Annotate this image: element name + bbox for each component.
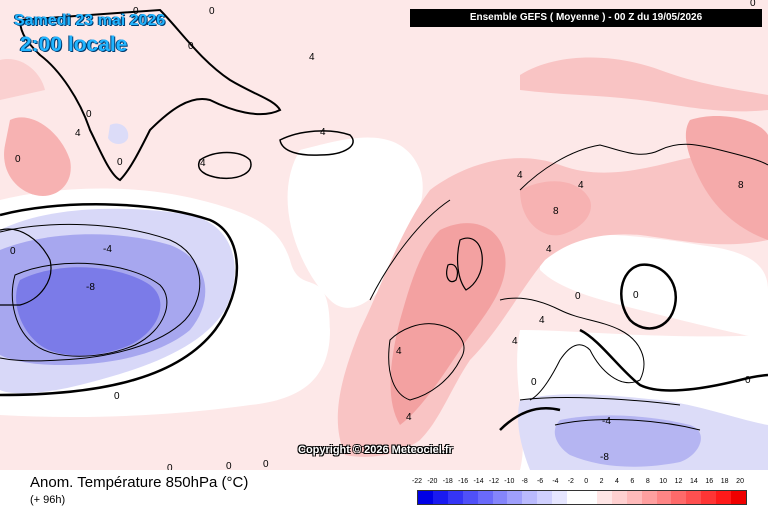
scale-tick-label: -16 bbox=[458, 478, 469, 485]
contour-label: 4 bbox=[75, 128, 81, 139]
scale-swatch bbox=[626, 491, 642, 504]
scale-tick-label: 10 bbox=[659, 478, 668, 485]
contour-label: 0 bbox=[15, 154, 21, 165]
scale-tick-label: -14 bbox=[473, 478, 484, 485]
scale-swatch bbox=[462, 491, 478, 504]
scale-swatch bbox=[477, 491, 493, 504]
scale-tick-label: 8 bbox=[645, 478, 650, 485]
scale-tick-label: -6 bbox=[536, 478, 544, 485]
contour-label: 0 bbox=[745, 375, 751, 386]
variable-title: Anom. Température 850hPa (°C) bbox=[30, 474, 249, 491]
scale-swatch bbox=[567, 491, 582, 504]
contour-label: 4 bbox=[200, 158, 206, 169]
contour-label: 0 bbox=[86, 109, 92, 120]
scale-tick-label: -22 bbox=[411, 478, 423, 485]
scale-tick-label: 16 bbox=[705, 478, 714, 485]
contour-label: 0 bbox=[226, 461, 232, 470]
contour-label: 8 bbox=[738, 180, 744, 191]
scale-swatch bbox=[731, 491, 746, 504]
contour-label: 4 bbox=[309, 52, 315, 63]
lead-time: (+ 96h) bbox=[30, 494, 66, 506]
scale-tick-label: -4 bbox=[552, 478, 559, 485]
contour-label: 0 bbox=[360, 445, 366, 456]
contour-label: -8 bbox=[86, 282, 95, 293]
contour-label: 0 bbox=[575, 291, 581, 302]
copyright-notice: Copyright © 2026 Meteociel.fr bbox=[298, 444, 453, 456]
contour-label: -4 bbox=[103, 244, 112, 255]
scale-swatch bbox=[611, 491, 627, 504]
forecast-date: Samedi 23 mai 2026 bbox=[14, 12, 166, 29]
contour-label: 0 bbox=[10, 246, 16, 257]
scale-tick-label: -10 bbox=[504, 478, 515, 485]
scale-tick-label: 12 bbox=[674, 478, 683, 485]
color-scale-bar bbox=[417, 490, 747, 505]
scale-swatch bbox=[656, 491, 672, 504]
scale-tick-label: -20 bbox=[427, 478, 438, 485]
contour-label: 0 bbox=[188, 41, 194, 52]
contour-label: 4 bbox=[539, 315, 545, 326]
contour-label: 8 bbox=[553, 206, 559, 217]
scale-swatch bbox=[507, 491, 523, 504]
scale-swatch bbox=[418, 491, 433, 504]
scale-swatch bbox=[537, 491, 553, 504]
scale-swatch bbox=[432, 491, 448, 504]
scale-swatch bbox=[716, 491, 732, 504]
scale-tick-label: -18 bbox=[442, 478, 453, 485]
scale-swatch bbox=[447, 491, 463, 504]
scale-tick-label: -8 bbox=[521, 478, 528, 485]
contour-label: -8 bbox=[600, 452, 609, 463]
scale-swatch bbox=[686, 491, 702, 504]
contour-label: 0 bbox=[209, 6, 215, 17]
scale-swatch bbox=[596, 491, 612, 504]
anomaly-map: 0 0 0 4 4 0 0 0 4 4 4 -4 -8 0 0 0 4 4 4 … bbox=[0, 0, 768, 470]
scale-swatch bbox=[641, 491, 657, 504]
scale-swatch bbox=[522, 491, 538, 504]
color-scale-labels: -22 -20 -18 -16 -14 -12 -10 -8 -6 -4 -2 0 2 4 6 8 10 12 14… bbox=[412, 478, 745, 488]
model-run-header: Ensemble GEFS ( Moyenne ) - 00 Z du 19/0… bbox=[410, 9, 762, 27]
scale-swatch bbox=[701, 491, 717, 504]
contour-label: 4 bbox=[320, 127, 326, 138]
contour-label: 4 bbox=[517, 170, 523, 181]
forecast-local-time: 2:00 locale bbox=[20, 33, 128, 56]
legend-panel: Anom. Température 850hPa (°C) (+ 96h) -2… bbox=[0, 470, 768, 512]
contour-label: 0 bbox=[167, 463, 173, 470]
contour-label: 0 bbox=[633, 290, 639, 301]
scale-tick-label: -12 bbox=[488, 478, 499, 485]
contour-label: 0 bbox=[133, 6, 139, 17]
contour-label: 4 bbox=[546, 244, 552, 255]
scale-swatch bbox=[581, 491, 597, 504]
scale-tick-label: 2 bbox=[599, 478, 604, 485]
contour-label: 4 bbox=[512, 336, 518, 347]
scale-tick-label: -2 bbox=[567, 478, 574, 485]
scale-tick-label: 14 bbox=[690, 478, 698, 485]
contour-label: 4 bbox=[578, 180, 584, 191]
scale-tick-label: 18 bbox=[720, 478, 729, 485]
scale-swatch bbox=[492, 491, 508, 504]
scale-tick-label: 0 bbox=[584, 478, 589, 485]
scale-swatch bbox=[552, 491, 568, 504]
contour-label: 4 bbox=[396, 346, 402, 357]
contour-label: 0 bbox=[531, 377, 537, 388]
contour-label: 0 bbox=[263, 459, 269, 470]
scale-swatch bbox=[671, 491, 687, 504]
contour-label: 4 bbox=[406, 412, 412, 423]
contour-label: 0 bbox=[114, 391, 120, 402]
contour-label: -4 bbox=[602, 416, 611, 427]
scale-tick-label: 6 bbox=[630, 478, 635, 485]
scale-tick-label: 20 bbox=[736, 478, 744, 485]
contour-label: 0 bbox=[117, 157, 123, 168]
contour-label: 0 bbox=[750, 0, 756, 9]
scale-tick-label: 4 bbox=[615, 478, 619, 485]
